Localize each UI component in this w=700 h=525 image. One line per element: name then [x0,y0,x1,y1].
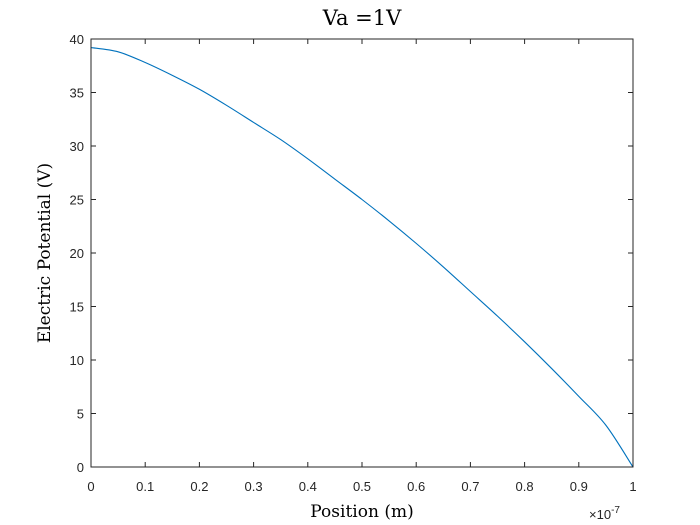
y-tick-label: 20 [70,246,84,261]
x-axis-label-main: Position [310,502,384,522]
x-tick-label: 0.3 [245,479,263,494]
x-tick-label: 0.5 [353,479,371,494]
x-axis-label-unit: (m) [384,502,413,522]
x-tick-label: 0.9 [570,479,588,494]
x-tick-label: 0.4 [299,479,317,494]
y-tick-label: 10 [70,353,84,368]
y-tick-label: 25 [70,193,84,208]
chart-title: Va =1V [322,6,402,30]
plot-area: 0 0.1 0.2 0.3 0.4 0.5 0.6 0.7 0.8 0.9 1 0 5 10 15 20 25… [70,32,637,494]
x-axis-ticks: 0 0.1 0.2 0.3 0.4 0.5 0.6 0.7 0.8 0.9 1 [87,39,637,494]
y-tick-label: 5 [77,407,84,422]
x-axis-exponent-power: -7 [611,505,620,516]
y-tick-label: 0 [77,460,84,475]
x-axis-exponent: ×10-7 [589,505,620,522]
y-tick-label: 35 [70,86,84,101]
x-tick-label: 1 [629,479,636,494]
x-tick-label: 0.7 [461,479,479,494]
y-tick-label: 40 [70,32,84,47]
y-tick-label: 30 [70,139,84,154]
x-tick-label: 0.8 [516,479,534,494]
plot-box-border [90,38,634,468]
plot-box [90,38,634,468]
series-layer [90,47,634,468]
y-axis-label: Electric Potential (V) [35,163,55,343]
y-tick-label: 15 [70,300,84,315]
x-tick-label: 0.2 [190,479,208,494]
x-tick-label: 0.6 [407,479,425,494]
x-axis-exponent-base: ×10 [589,507,611,522]
x-axis-label: Position (m) [310,502,413,522]
x-tick-label: 0.1 [136,479,154,494]
series-line [90,47,634,468]
x-tick-label: 0 [87,479,94,494]
y-axis-ticks: 0 5 10 15 20 25 30 35 40 [70,32,633,475]
